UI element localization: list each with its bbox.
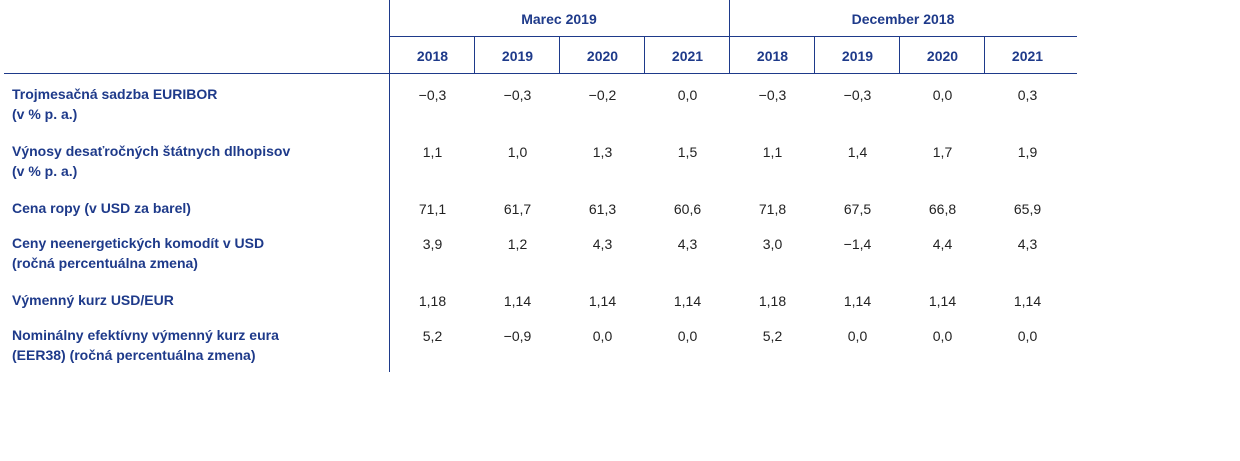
table-cell: 1,14 <box>588 293 617 309</box>
group-title-december-2018: December 2018 <box>851 11 955 27</box>
row-label: Cena ropy (v USD za barel) <box>12 198 382 218</box>
table-cell: 4,3 <box>1017 236 1038 252</box>
year-header: 2020 <box>926 48 959 64</box>
row-label-line: (v % p. a.) <box>12 106 78 122</box>
year-header: 2021 <box>671 48 704 64</box>
row-label: Nominálny efektívny výmenný kurz eura (EE… <box>12 325 382 365</box>
year-divider <box>984 37 985 73</box>
table-cell: 1,14 <box>843 293 872 309</box>
table-cell: 4,3 <box>592 236 613 252</box>
table-cell: 1,2 <box>507 236 528 252</box>
year-header: 2018 <box>756 48 789 64</box>
group-title-march-2019: Marec 2019 <box>521 11 597 27</box>
year-header: 2020 <box>586 48 619 64</box>
year-header: 2021 <box>1011 48 1044 64</box>
table-cell: 0,0 <box>677 87 698 103</box>
table-cell: 1,14 <box>503 293 532 309</box>
table-cell: −0,3 <box>758 87 787 103</box>
table-cell: 65,9 <box>1013 201 1042 217</box>
table-cell: 1,14 <box>1013 293 1042 309</box>
table-cell: 1,3 <box>592 144 613 160</box>
table-cell: 1,1 <box>762 144 783 160</box>
table-cell: 0,0 <box>592 328 613 344</box>
table-cell: 1,14 <box>928 293 957 309</box>
table-cell: 1,9 <box>1017 144 1038 160</box>
year-divider <box>814 37 815 73</box>
table-cell: 1,18 <box>418 293 447 309</box>
table-cell: 3,0 <box>762 236 783 252</box>
row-label-line: Cena ropy (v USD za barel) <box>12 200 191 216</box>
row-label-line: Výmenný kurz USD/EUR <box>12 292 174 308</box>
row-label-line: (v % p. a.) <box>12 163 78 179</box>
table-cell: 61,7 <box>503 201 532 217</box>
table-cell: 67,5 <box>843 201 872 217</box>
table-cell: 1,0 <box>507 144 528 160</box>
row-label-line: Trojmesačná sadzba EURIBOR <box>12 86 218 102</box>
table-cell: 60,6 <box>673 201 702 217</box>
table-cell: 5,2 <box>762 328 783 344</box>
row-label: Trojmesačná sadzba EURIBOR (v % p. a.) <box>12 84 382 124</box>
row-label-line: (ročná percentuálna zmena) <box>12 255 198 271</box>
table-cell: 1,18 <box>758 293 787 309</box>
table-cell: 1,5 <box>677 144 698 160</box>
year-divider <box>899 37 900 73</box>
table-cell: 0,0 <box>677 328 698 344</box>
table-cell: −0,2 <box>588 87 617 103</box>
table-cell: 4,3 <box>677 236 698 252</box>
row-label-line: Nominálny efektívny výmenný kurz eura <box>12 327 279 343</box>
year-divider <box>474 37 475 73</box>
header-bottom-rule <box>4 73 1077 74</box>
table-cell: 1,1 <box>422 144 443 160</box>
table-cell: 1,14 <box>673 293 702 309</box>
table-cell: 0,0 <box>1017 328 1038 344</box>
year-divider <box>644 37 645 73</box>
table-cell: 66,8 <box>928 201 957 217</box>
table-cell: 3,9 <box>422 236 443 252</box>
table-cell: −0,3 <box>418 87 447 103</box>
row-label: Výmenný kurz USD/EUR <box>12 290 382 310</box>
table-cell: 0,0 <box>847 328 868 344</box>
table-cell: 1,4 <box>847 144 868 160</box>
row-label-line: Ceny neenergetických komodít v USD <box>12 235 265 251</box>
table-cell: −1,4 <box>843 236 872 252</box>
label-column-divider <box>389 0 390 372</box>
row-label-line: Výnosy desaťročných štátnych dlhopisov <box>12 143 291 159</box>
table-cell: 61,3 <box>588 201 617 217</box>
table-cell: −0,3 <box>503 87 532 103</box>
table-cell: 0,3 <box>1017 87 1038 103</box>
row-label-line: (EER38) (ročná percentuálna zmena) <box>12 347 256 363</box>
year-divider <box>559 37 560 73</box>
year-header: 2019 <box>841 48 874 64</box>
row-label: Ceny neenergetických komodít v USD (ročná… <box>12 233 382 273</box>
table-cell: −0,9 <box>503 328 532 344</box>
group-header-underline <box>389 36 1077 37</box>
year-header: 2018 <box>416 48 449 64</box>
table-cell: 4,4 <box>932 236 953 252</box>
table-cell: 71,1 <box>418 201 447 217</box>
year-header: 2019 <box>501 48 534 64</box>
table-cell: 71,8 <box>758 201 787 217</box>
table-cell: 0,0 <box>932 87 953 103</box>
table-cell: 1,7 <box>932 144 953 160</box>
table-cell: 0,0 <box>932 328 953 344</box>
row-label: Výnosy desaťročných štátnych dlhopisov (v… <box>12 141 382 181</box>
table-cell: −0,3 <box>843 87 872 103</box>
table-cell: 5,2 <box>422 328 443 344</box>
